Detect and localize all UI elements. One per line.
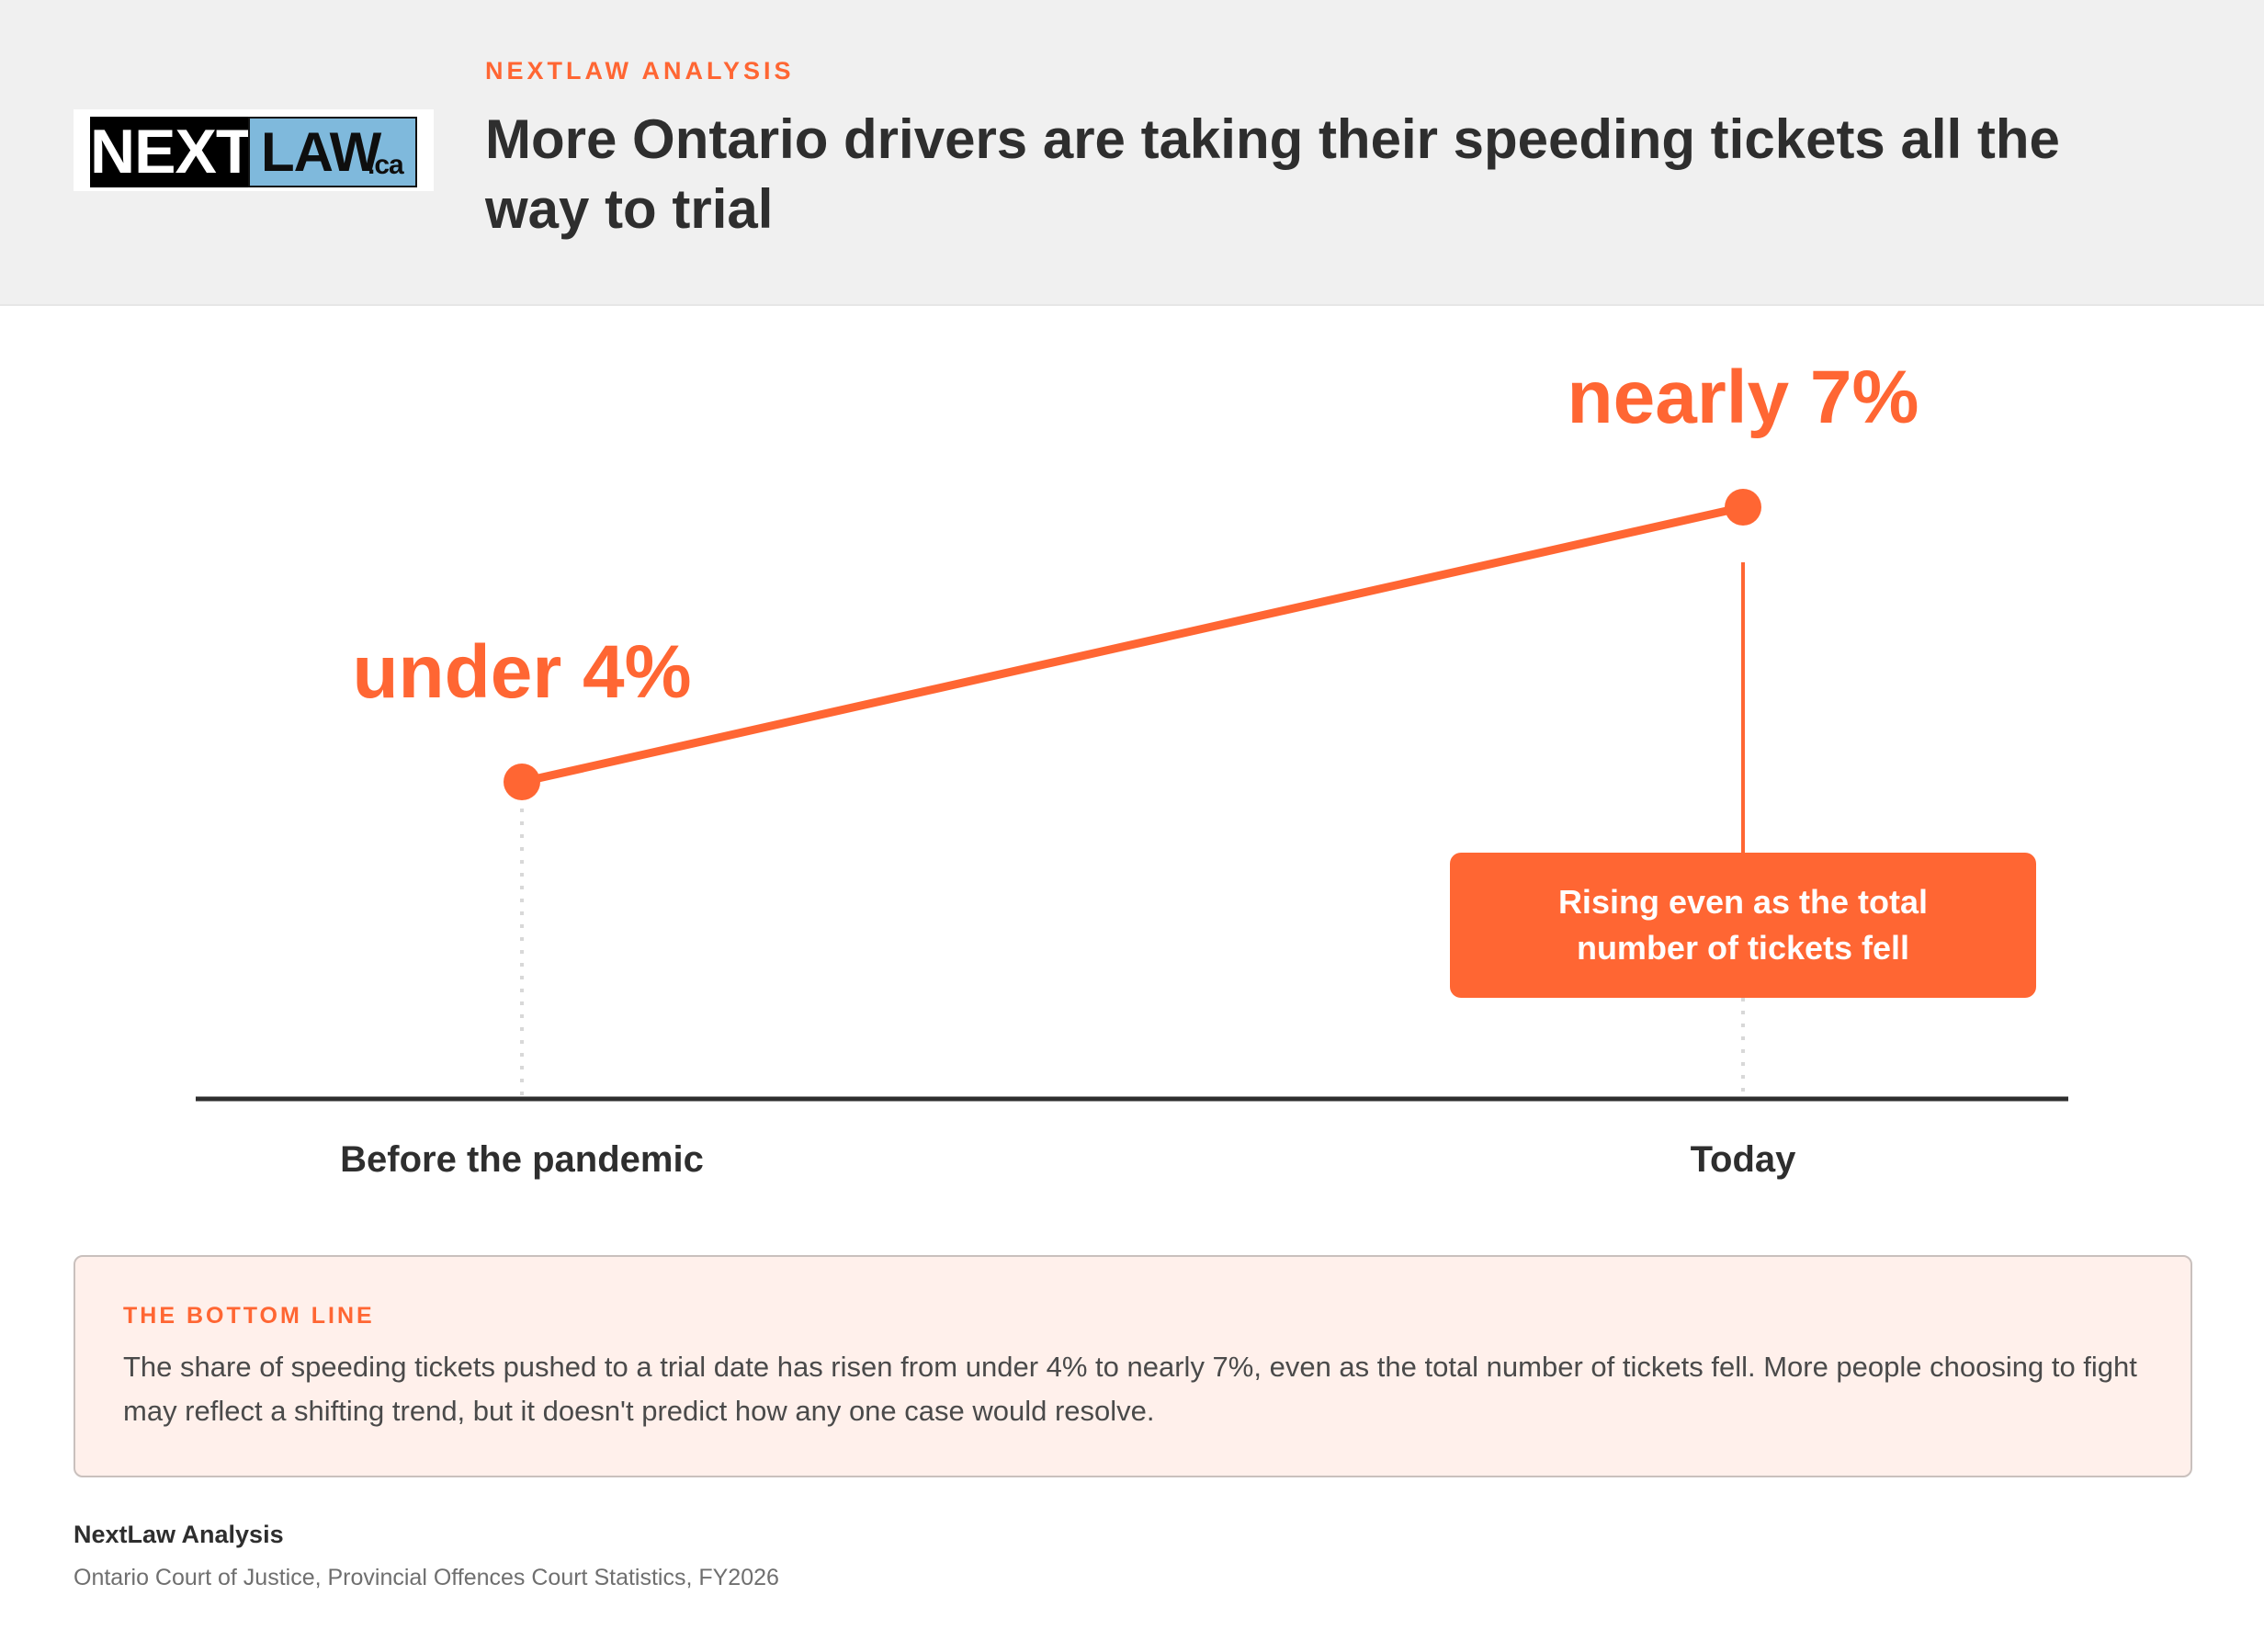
x-tick-label-before: Before the pandemic	[340, 1139, 704, 1180]
header: NEXT LAW .ca NEXTLAW ANALYSIS More Ontar…	[0, 0, 2264, 306]
value-label-today: nearly 7%	[1568, 356, 1919, 439]
data-point-today	[1725, 488, 1761, 526]
line-chart: under 4% nearly 7% Before the pandemic T…	[196, 356, 2068, 1180]
x-tick-label-today: Today	[1691, 1139, 1797, 1180]
annotation-text: Rising even as the total number of ticke…	[1557, 883, 1929, 967]
footer-title: NextLaw Analysis	[74, 1521, 284, 1548]
kicker: NEXTLAW ANALYSIS	[485, 57, 795, 85]
page-title: More Ontario drivers are taking their sp…	[485, 108, 2060, 240]
logo-law-text: LAW	[261, 121, 381, 183]
logo-law-block: LAW .ca	[248, 117, 417, 187]
trend-line	[517, 503, 1748, 786]
nextlaw-logo[interactable]: NEXT LAW .ca	[74, 109, 434, 191]
bottom-line-box: THE BOTTOM LINE The share of speeding ti…	[74, 1255, 2192, 1477]
bottom-line-text: The share of speeding tickets pushed to …	[123, 1351, 2137, 1427]
bottom-line-label: THE BOTTOM LINE	[123, 1303, 375, 1329]
value-label-before: under 4%	[352, 630, 691, 714]
logo-ca-text: .ca	[368, 150, 404, 180]
logo-next-text: NEXT	[90, 117, 254, 187]
data-point-before	[504, 764, 540, 800]
footer-source: Ontario Court of Justice, Provincial Off…	[74, 1565, 779, 1590]
annotation-callout: Rising even as the total number of ticke…	[1450, 853, 2036, 998]
